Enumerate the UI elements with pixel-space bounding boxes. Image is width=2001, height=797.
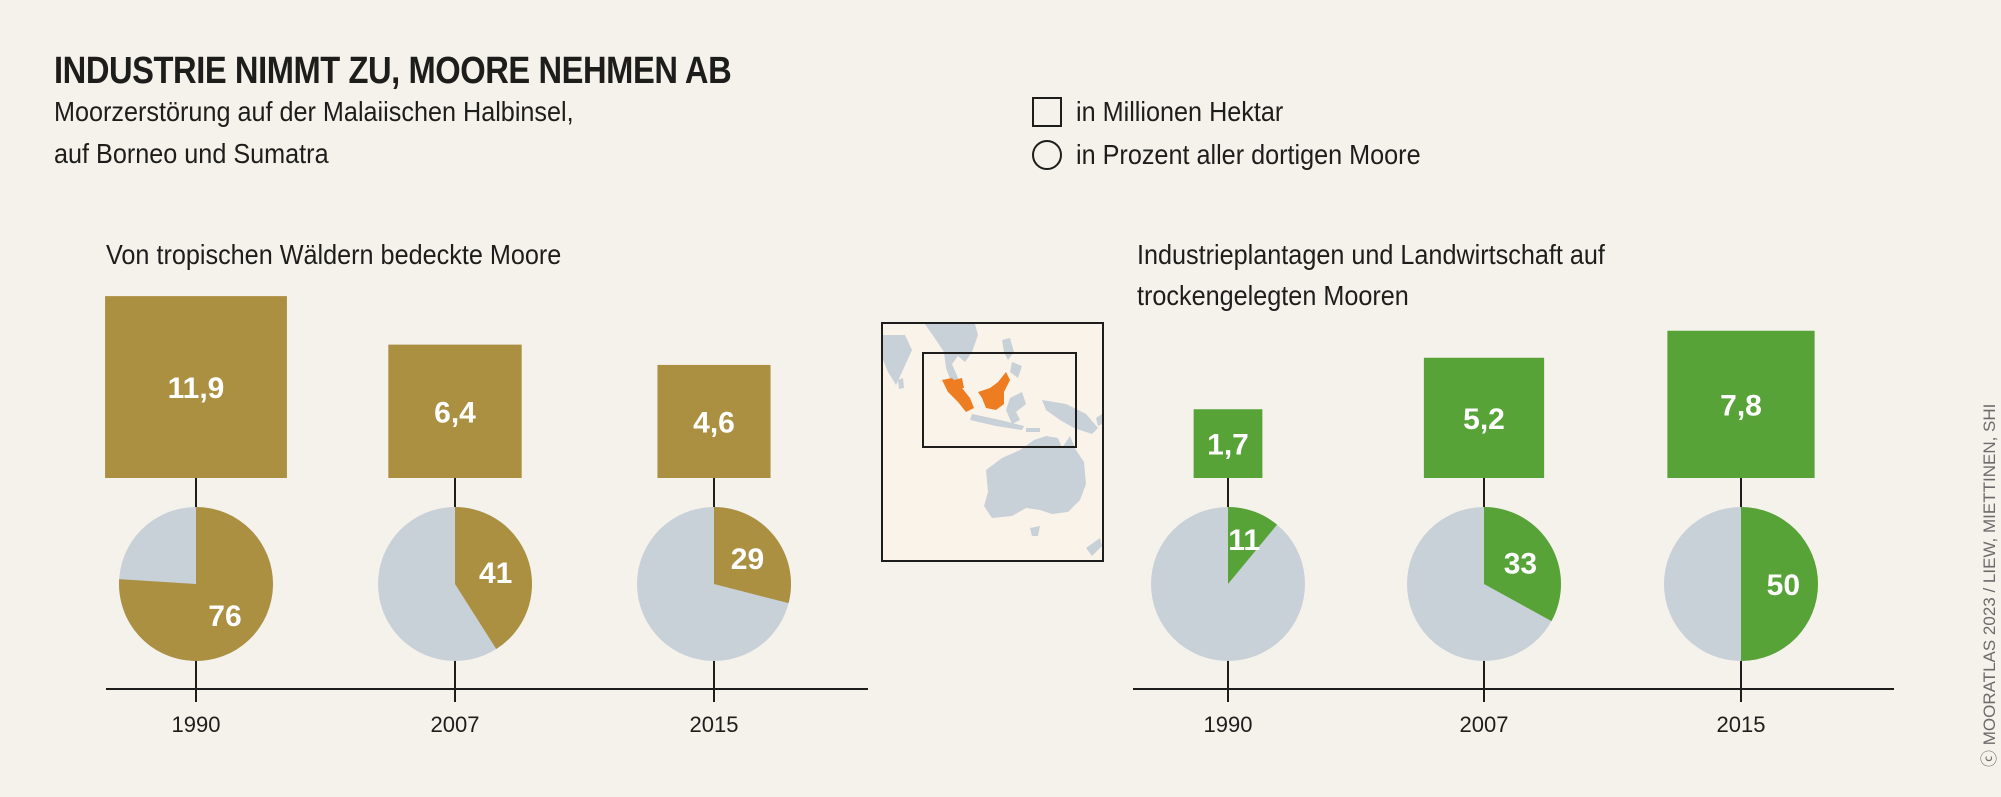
pie-slice-industry-2007 bbox=[1484, 507, 1561, 622]
x-tick-label: 1990 bbox=[1204, 712, 1253, 737]
page-title: INDUSTRIE NIMMT ZU, MOORE NEHMEN AB bbox=[54, 50, 732, 92]
pie-slice-industry-2015 bbox=[1741, 507, 1818, 661]
chart-title-forest: Von tropischen Wäldern bedeckte Moore bbox=[106, 239, 562, 270]
focus-rect bbox=[922, 352, 1077, 448]
chart-industry-peatlands: 1,7 11 1990 5,2 33 2007 7,8 50 2015 bbox=[1133, 330, 1894, 737]
x-tick-label: 2007 bbox=[1460, 712, 1509, 737]
pie-slice-forest-2007 bbox=[455, 507, 532, 650]
pie-slice-forest-1990 bbox=[118, 507, 273, 661]
legend-item-percent: in Prozent aller dortigen Moore bbox=[1032, 139, 1459, 171]
pie-value-label: 33 bbox=[1504, 547, 1537, 580]
pie-value-label: 11 bbox=[1228, 524, 1260, 557]
pie-value-label: 41 bbox=[479, 557, 512, 590]
square-mark-industry-2015 bbox=[1667, 330, 1815, 478]
circle-icon bbox=[1032, 140, 1062, 170]
pie-value-label: 76 bbox=[208, 600, 241, 633]
subtitle-line-2: auf Borneo und Sumatra bbox=[54, 138, 329, 169]
square-mark-forest-2007 bbox=[388, 344, 522, 478]
square-value-label: 5,2 bbox=[1463, 403, 1505, 436]
pie-slice-industry-1990 bbox=[1228, 507, 1278, 584]
map-land bbox=[883, 324, 1102, 556]
square-mark-industry-2007 bbox=[1423, 357, 1545, 478]
square-mark-forest-2015 bbox=[657, 364, 771, 478]
peatland-highlight bbox=[942, 372, 1010, 412]
chart-title-industry: Industrieplantagen und Landwirtschaft au… bbox=[1137, 234, 1605, 316]
pie-value-label: 50 bbox=[1767, 569, 1800, 602]
square-mark-forest-1990 bbox=[105, 296, 287, 478]
subtitle-line-1: Moorzerstörung auf der Malaiischen Halbi… bbox=[54, 96, 574, 127]
x-tick-label: 2015 bbox=[1717, 712, 1766, 737]
legend-label-percent: in Prozent aller dortigen Moore bbox=[1076, 139, 1421, 170]
chart-title-industry-line-2: trockengelegten Mooren bbox=[1137, 280, 1409, 311]
square-mark-industry-1990 bbox=[1193, 409, 1263, 478]
locator-map-icon bbox=[881, 322, 1104, 562]
chart-forest-peatlands: 11,9 76 1990 6,4 41 2007 4,6 29 2015 bbox=[105, 296, 868, 737]
x-tick-label: 1990 bbox=[172, 712, 221, 737]
legend-label-hectares: in Millionen Hektar bbox=[1076, 96, 1284, 127]
square-value-label: 7,8 bbox=[1720, 389, 1762, 422]
square-value-label: 4,6 bbox=[693, 406, 735, 439]
legend-item-hectares: in Millionen Hektar bbox=[1032, 96, 1306, 128]
pie-slice-forest-2015 bbox=[714, 507, 791, 604]
source-credit: ⓒ MOORATLAS 2023 / LIEW, MIETTINEN, SHI bbox=[1980, 403, 1999, 767]
chart-title-industry-line-1: Industrieplantagen und Landwirtschaft au… bbox=[1137, 239, 1605, 270]
pie-value-label: 29 bbox=[731, 543, 764, 576]
square-value-label: 11,9 bbox=[168, 372, 225, 405]
square-icon bbox=[1032, 97, 1062, 127]
square-value-label: 1,7 bbox=[1207, 429, 1249, 462]
x-tick-label: 2015 bbox=[690, 712, 739, 737]
x-tick-label: 2007 bbox=[431, 712, 480, 737]
square-value-label: 6,4 bbox=[434, 396, 476, 429]
